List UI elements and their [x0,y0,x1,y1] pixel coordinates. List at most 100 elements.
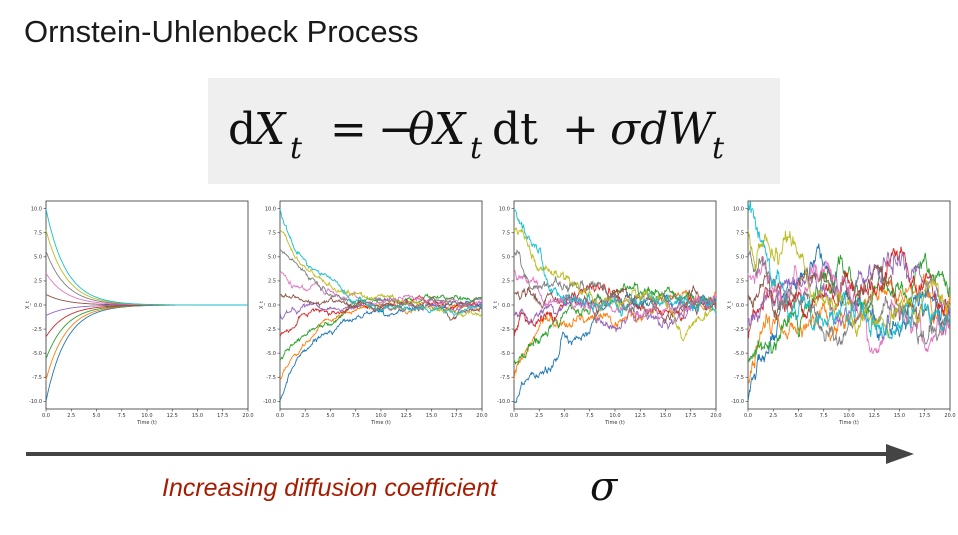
series-line-6 [279,292,483,321]
x-tick-label: 5.0 [93,413,101,419]
series-line-8 [279,249,483,313]
x-tick-label: 17.5 [451,413,462,419]
plot-frame [747,200,951,410]
x-tick-label: 17.5 [217,413,228,419]
y-tick-label: -10.0 [497,399,510,405]
eq-dt: dt [492,104,538,155]
eq-theta: θ [408,104,435,155]
y-tick-label: 10.0 [499,207,510,213]
eq-X2: X [431,104,467,155]
eq-W: W [668,104,717,155]
y-tick-label: 2.5 [268,279,276,285]
progression-arrow [26,444,914,464]
y-tick-label: -10.0 [731,399,744,405]
x-axis-label: Time (t) [838,420,859,426]
x-tick-label: 12.5 [869,413,880,419]
slide-title: Ornstein-Uhlenbeck Process [24,14,419,49]
x-tick-label: 15.0 [192,413,203,419]
x-tick-label: 12.5 [401,413,412,419]
eq-t-sub: t [290,131,303,166]
x-tick-label: 7.5 [820,413,828,419]
series-line-4 [513,282,717,337]
y-axis-label: X_t [259,301,265,309]
y-tick-label: -7.5 [266,375,276,381]
y-tick-label: 0.0 [268,303,276,309]
eq-d2: d [640,104,668,155]
x-tick-label: 0.0 [744,413,752,419]
y-tick-label: -2.5 [500,327,510,333]
y-tick-label: 0.0 [736,303,744,309]
chart-svg: 10.0 7.5 5.0 2.5 0.0 -2.5 -5.0 -7.5 -10.0 0.0 2.5 5… [259,200,488,426]
x-tick-label: 12.5 [635,413,646,419]
x-tick-label: 7.5 [352,413,360,419]
eq-t-sub2: t [470,131,483,166]
series-line-5 [513,295,717,333]
y-tick-label: -5.0 [32,351,42,357]
series-line-5 [747,250,951,327]
y-tick-label: -2.5 [32,327,42,333]
y-axis-label: X_t [493,301,499,309]
y-tick-label: 10.0 [31,207,42,213]
y-tick-label: 7.5 [34,231,42,237]
y-axis-label: X_t [727,301,733,309]
series-line-2 [513,289,717,381]
y-tick-label: 10.0 [733,207,744,213]
y-tick-label: 7.5 [268,231,276,237]
y-tick-label: -7.5 [734,375,744,381]
x-tick-label: 0.0 [510,413,518,419]
y-tick-label: 0.0 [502,303,510,309]
y-tick-label: 5.0 [268,255,276,261]
series-line-10 [747,201,951,340]
y-tick-label: 5.0 [34,255,42,261]
chart-panel-4: 10.0 7.5 5.0 2.5 0.0 -2.5 -5.0 -7.5 -10.0 0.0 2.5 5… [724,187,956,437]
y-tick-label: -5.0 [734,351,744,357]
x-tick-label: 10.0 [141,413,152,419]
x-tick-label: 2.5 [301,413,309,419]
x-tick-label: 0.0 [42,413,50,419]
arrow-head [886,444,914,464]
x-tick-label: 5.0 [327,413,335,419]
eq-d: d [228,104,256,155]
eq-X: X [251,104,287,155]
x-tick-label: 2.5 [67,413,75,419]
series-line-10 [279,208,483,317]
eq-t-sub3: t [712,131,725,166]
eq-minus: − [378,104,415,155]
y-tick-label: 5.0 [502,255,510,261]
x-tick-label: 2.5 [535,413,543,419]
y-tick-label: 10.0 [265,207,276,213]
x-tick-label: 2.5 [769,413,777,419]
y-tick-label: -10.0 [263,399,276,405]
y-tick-label: 2.5 [736,279,744,285]
x-tick-label: 15.0 [894,413,905,419]
y-tick-label: -2.5 [734,327,744,333]
y-tick-label: -2.5 [266,327,276,333]
x-tick-label: 5.0 [795,413,803,419]
x-tick-label: 15.0 [426,413,437,419]
x-tick-label: 12.5 [167,413,178,419]
chart-panel-1: 10.0 7.5 5.0 2.5 0.0 -2.5 -5.0 -7.5 -10.0 0.0 2.5 5… [22,187,254,437]
caption: Increasing diffusion coefficient [162,474,497,502]
x-tick-label: 7.5 [118,413,126,419]
series-line-10 [45,208,248,306]
x-tick-label: 17.5 [919,413,930,419]
chart-panel-2: 10.0 7.5 5.0 2.5 0.0 -2.5 -5.0 -7.5 -10.0 0.0 2.5 5… [256,187,488,437]
x-tick-label: 0.0 [276,413,284,419]
chart-svg: 10.0 7.5 5.0 2.5 0.0 -2.5 -5.0 -7.5 -10.0 0.0 2.5 5… [727,200,956,426]
series-line-9 [279,229,483,318]
eq-sigma: σ [610,104,642,155]
x-axis-label: Time (t) [136,420,157,426]
y-tick-label: -5.0 [500,351,510,357]
x-axis-label: Time (t) [370,420,391,426]
chart-svg: 10.0 7.5 5.0 2.5 0.0 -2.5 -5.0 -7.5 -10.0 0.0 2.5 5… [493,200,722,426]
x-tick-label: 10.0 [375,413,386,419]
equation-box: d X t = − θ X t dt + σ d W t [208,78,780,184]
x-tick-label: 10.0 [843,413,854,419]
x-tick-label: 5.0 [561,413,569,419]
eq-equals: = [330,104,367,155]
series-line-9 [747,229,951,339]
sigma-symbol: σ [590,464,618,510]
x-tick-label: 20.0 [476,413,487,419]
series-line-6 [513,285,717,325]
x-tick-label: 20.0 [710,413,721,419]
